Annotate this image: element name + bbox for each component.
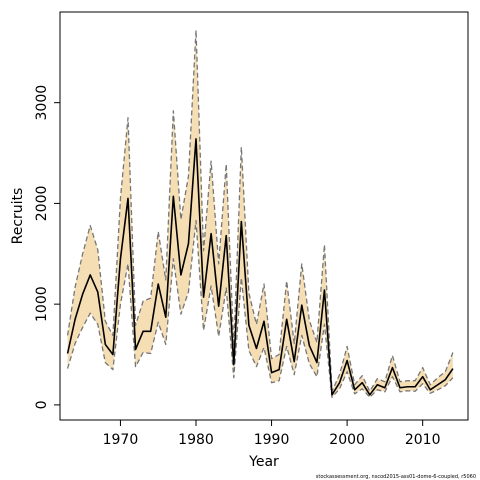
upper-bound-line (66, 29, 454, 392)
x-tick-label: 2000 (329, 432, 365, 448)
x-tick-label: 1980 (178, 432, 214, 448)
y-tick-label: 0 (34, 400, 50, 409)
y-axis-label: Recruits (10, 188, 26, 245)
credit-text: stockassessment.org, nscod2015-ass01-dom… (316, 474, 476, 480)
x-tick-label: 1990 (254, 432, 290, 448)
axis-layer: 1970 1980 1990 2000 2010 0 1000 2000 3000 (34, 85, 440, 448)
y-tick-label: 3000 (34, 85, 50, 121)
series-line-layer (66, 29, 454, 398)
x-tick-label: 2010 (405, 432, 441, 448)
y-tick-label: 1000 (34, 286, 50, 322)
y-tick-label: 2000 (34, 186, 50, 222)
estimate-line (66, 138, 454, 396)
x-tick-label: 1970 (103, 432, 139, 448)
plot-frame (59, 11, 469, 421)
x-axis-label: Year (248, 454, 279, 470)
lower-bound-line (66, 219, 454, 398)
